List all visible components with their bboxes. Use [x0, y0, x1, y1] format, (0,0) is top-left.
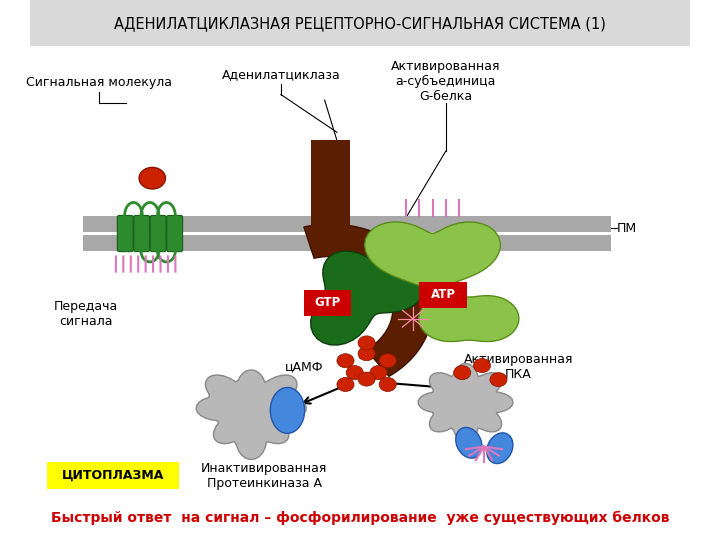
FancyBboxPatch shape [150, 215, 166, 252]
Bar [83, 235, 611, 251]
Text: ЦИТОПЛАЗМА: ЦИТОПЛАЗМА [61, 469, 164, 482]
Text: Сигнальная молекула: Сигнальная молекула [27, 76, 173, 89]
Circle shape [337, 354, 354, 368]
FancyBboxPatch shape [134, 215, 150, 252]
Polygon shape [304, 224, 433, 376]
Bar [419, 282, 467, 308]
Bar [83, 216, 611, 232]
Circle shape [490, 373, 507, 387]
Text: ПМ: ПМ [617, 221, 637, 235]
Bar [47, 462, 179, 489]
Circle shape [358, 336, 375, 350]
Circle shape [370, 366, 387, 380]
Ellipse shape [487, 433, 513, 463]
Circle shape [346, 366, 364, 380]
Polygon shape [418, 363, 513, 441]
FancyBboxPatch shape [167, 215, 183, 252]
Polygon shape [364, 222, 500, 287]
Text: Аденилатциклаза: Аденилатциклаза [222, 68, 341, 81]
Bar [304, 290, 351, 316]
Text: ATP: ATP [431, 288, 456, 301]
Polygon shape [311, 140, 351, 232]
Text: Передача
сигнала: Передача сигнала [54, 300, 118, 328]
Ellipse shape [456, 428, 482, 458]
Text: Активированная
ПКА: Активированная ПКА [464, 353, 573, 381]
Circle shape [358, 372, 375, 386]
Text: Инактивированная
Протеинкиназа А: Инактивированная Протеинкиназа А [201, 462, 328, 490]
Text: Быстрый ответ  на сигнал – фосфорилирование  уже существующих белков: Быстрый ответ на сигнал – фосфорилирован… [50, 510, 670, 525]
Text: Активированная
а-субъединица
G-белка: Активированная а-субъединица G-белка [391, 59, 500, 103]
Polygon shape [310, 251, 423, 345]
Circle shape [379, 354, 396, 368]
FancyBboxPatch shape [30, 0, 690, 46]
Circle shape [454, 366, 471, 380]
FancyBboxPatch shape [117, 215, 133, 252]
Polygon shape [196, 370, 306, 460]
Text: цАМФ: цАМФ [284, 361, 323, 374]
Text: GTP: GTP [315, 296, 341, 309]
Circle shape [358, 347, 375, 361]
Ellipse shape [270, 388, 305, 433]
Circle shape [379, 377, 396, 392]
Text: АДЕНИЛАТЦИКЛАЗНАЯ РЕЦЕПТОРНО-СИГНАЛЬНАЯ СИСТЕМА (1): АДЕНИЛАТЦИКЛАЗНАЯ РЕЦЕПТОРНО-СИГНАЛЬНАЯ … [114, 16, 606, 31]
Circle shape [139, 167, 166, 189]
Circle shape [337, 377, 354, 392]
Circle shape [474, 359, 490, 373]
Polygon shape [419, 296, 519, 341]
